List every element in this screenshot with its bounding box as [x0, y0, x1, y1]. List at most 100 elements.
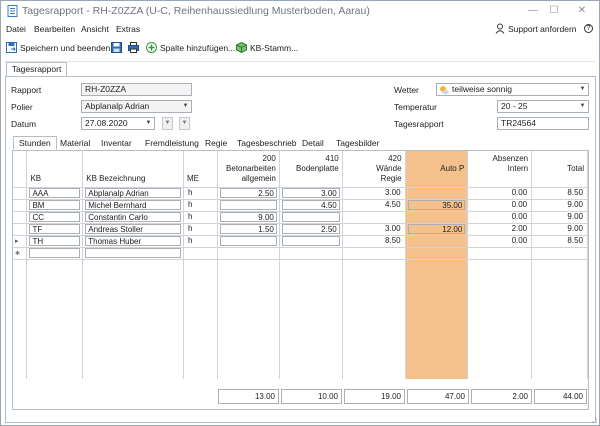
temperatur-select[interactable]: 20 - 25 ▼ [497, 100, 589, 113]
cell-waende-regie[interactable]: 4.50 [342, 199, 406, 212]
cell-auto-p[interactable]: 12.00 [405, 223, 469, 236]
table-row[interactable]: TF Andreas Stoller h 1.50 2.50 3.00 12.00 2.00 9… [13, 223, 588, 236]
new-row-indicator[interactable]: ✱ [13, 247, 28, 260]
cell-waende-regie[interactable] [342, 211, 406, 224]
column-header-absenzen[interactable]: Absenzen Intern [467, 151, 533, 188]
cell-bez[interactable]: Thomas Huber [82, 235, 185, 248]
cell-absenzen[interactable]: 0.00 [467, 199, 533, 212]
column-header-bezeichnung[interactable]: KB Bezeichnung [82, 151, 185, 188]
cell-auto-p[interactable] [405, 211, 469, 224]
add-column-button[interactable]: Spalte hinzufügen... [146, 41, 235, 55]
date-previous-button[interactable]: ▼ [162, 117, 173, 130]
new-row-cell[interactable] [26, 247, 84, 260]
row-indicator[interactable] [13, 223, 28, 236]
tab-tagesrapport[interactable]: Tagesrapport [6, 62, 67, 76]
cell-bodenplatte[interactable]: 3.00 [279, 187, 343, 200]
column-header-total[interactable]: Total [531, 151, 588, 188]
new-row-cell[interactable] [342, 247, 406, 260]
resize-grip-icon[interactable] [589, 415, 597, 423]
minimize-button[interactable]: — [528, 5, 538, 16]
menu-datei[interactable]: Datei [6, 24, 26, 34]
table-row[interactable]: ▸ TH Thomas Huber h 8.50 0.00 8.50 [13, 235, 588, 248]
cell-kb[interactable]: TH [26, 235, 84, 248]
new-row-cell[interactable] [217, 247, 280, 260]
cell-bodenplatte[interactable]: 2.50 [279, 223, 343, 236]
row-indicator[interactable] [13, 199, 28, 212]
new-row-input[interactable] [29, 248, 81, 258]
cell-auto-p[interactable] [405, 187, 469, 200]
column-header-bodenplatte[interactable]: 410 Bodenplatte [279, 151, 343, 188]
menu-extras[interactable]: Extras [116, 24, 141, 34]
row-indicator[interactable] [13, 187, 28, 200]
cell-me[interactable]: h [183, 223, 218, 236]
wetter-select[interactable]: teilweise sonnig ▼ [436, 83, 589, 96]
new-row-cell[interactable] [467, 247, 533, 260]
cell-betonarbeiten[interactable] [217, 199, 280, 212]
cell-betonarbeiten[interactable]: 1.50 [217, 223, 280, 236]
cell-me[interactable]: h [183, 199, 218, 212]
column-header-kb[interactable]: KB [26, 151, 84, 188]
column-header-waende-regie[interactable]: 420 Wände Regie [342, 151, 406, 188]
tagesrapport-field[interactable]: TR24564 [497, 117, 589, 130]
cell-me[interactable]: h [183, 187, 218, 200]
polier-select[interactable]: Abplanalp Adrian ▼ [81, 100, 192, 113]
print-button[interactable] [128, 41, 140, 55]
tab-material[interactable]: Material [60, 138, 91, 148]
new-row-cell[interactable] [82, 247, 185, 260]
cell-betonarbeiten[interactable]: 2.50 [217, 187, 280, 200]
close-button[interactable]: ✕ [577, 5, 587, 16]
save-button[interactable] [111, 41, 123, 55]
new-row[interactable]: ✱ [13, 247, 588, 260]
new-row-input[interactable] [85, 248, 182, 258]
cell-bodenplatte[interactable] [279, 235, 343, 248]
cell-bez[interactable]: Andreas Stoller [82, 223, 185, 236]
cell-kb[interactable]: AAA [26, 187, 84, 200]
new-row-cell[interactable] [183, 247, 218, 260]
tab-tagesbeschrieb[interactable]: Tagesbeschrieb [237, 138, 297, 148]
tab-stunden[interactable]: Stunden [13, 136, 57, 150]
help-icon[interactable]: ? [584, 24, 593, 33]
rapport-field[interactable]: RH-Z0ZZA [81, 83, 192, 96]
new-row-cell[interactable] [405, 247, 469, 260]
column-header-me[interactable]: ME [183, 151, 218, 188]
menu-ansicht[interactable]: Ansicht [81, 24, 109, 34]
date-next-button[interactable]: ▼ [179, 117, 190, 130]
cell-bez[interactable]: Constantin Carlo [82, 211, 185, 224]
row-indicator[interactable]: ▸ [13, 235, 28, 248]
column-header-auto-p[interactable]: Auto P [405, 151, 469, 188]
cell-waende-regie[interactable]: 3.00 [342, 187, 406, 200]
cell-kb[interactable]: TF [26, 223, 84, 236]
kb-stamm-button[interactable]: KB-Stamm... [236, 41, 298, 55]
table-row[interactable]: BM Michel Bernhard h 4.50 4.50 35.00 0.00 9.00 [13, 199, 588, 212]
menu-bearbeiten[interactable]: Bearbeiten [34, 24, 76, 34]
cell-kb[interactable]: CC [26, 211, 84, 224]
maximize-button[interactable]: ☐ [549, 5, 559, 16]
cell-me[interactable]: h [183, 235, 218, 248]
tab-inventar[interactable]: Inventar [101, 138, 132, 148]
row-indicator[interactable] [13, 211, 28, 224]
cell-bodenplatte[interactable] [279, 211, 343, 224]
cell-waende-regie[interactable]: 8.50 [342, 235, 406, 248]
tab-regie[interactable]: Regie [205, 138, 228, 148]
datum-field[interactable]: 27.08.2020 ▼ [81, 117, 155, 130]
cell-bez[interactable]: Abplanalp Adrian [82, 187, 185, 200]
cell-bez[interactable]: Michel Bernhard [82, 199, 185, 212]
cell-absenzen[interactable]: 0.00 [467, 187, 533, 200]
cell-auto-p[interactable] [405, 235, 469, 248]
new-row-cell[interactable] [531, 247, 588, 260]
cell-absenzen[interactable]: 0.00 [467, 211, 533, 224]
cell-bodenplatte[interactable]: 4.50 [279, 199, 343, 212]
cell-kb[interactable]: BM [26, 199, 84, 212]
cell-absenzen[interactable]: 2.00 [467, 223, 533, 236]
save-and-close-button[interactable]: Speichern und beenden [6, 41, 110, 55]
table-row[interactable]: CC Constantin Carlo h 9.00 0.00 9.00 [13, 211, 588, 224]
cell-betonarbeiten[interactable] [217, 235, 280, 248]
tab-tagesbilder[interactable]: Tagesbilder [336, 138, 380, 148]
cell-absenzen[interactable]: 0.00 [467, 235, 533, 248]
new-row-cell[interactable] [279, 247, 343, 260]
tab-fremdleistung[interactable]: Fremdleistung [145, 138, 199, 148]
cell-auto-p[interactable]: 35.00 [405, 199, 469, 212]
cell-me[interactable]: h [183, 211, 218, 224]
tab-detail[interactable]: Detail [302, 138, 324, 148]
column-header-betonarbeiten[interactable]: 200 Betonarbeiten allgemein [217, 151, 280, 188]
